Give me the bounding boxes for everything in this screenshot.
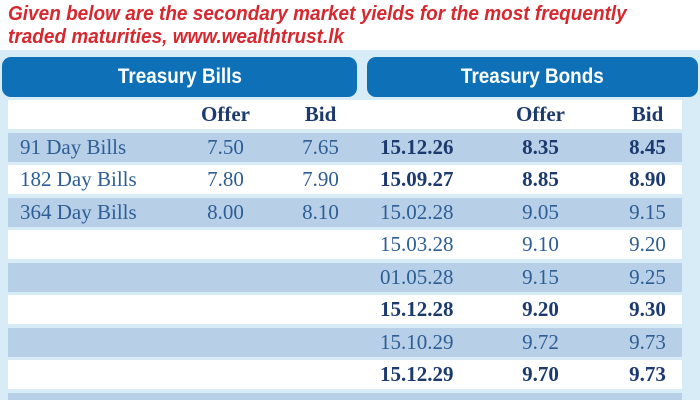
bond-bid-cell: 9.30	[629, 297, 666, 321]
yields-table: Offer Bid Offer Bid 91 Day Bills 7.50 7.…	[8, 100, 682, 393]
bonds-title: Treasury Bonds	[461, 65, 604, 88]
headline-line1: Given below are the secondary market yie…	[8, 3, 627, 25]
bond-offer-cell: 9.10	[522, 232, 559, 256]
bond-offer-cell: 9.05	[522, 199, 559, 224]
bills-bid-header: Bid	[304, 102, 337, 126]
bills-header-bar: Treasury Bills	[2, 57, 357, 97]
bond-bid-cell: 9.15	[629, 199, 666, 224]
bond-offer-cell: 9.72	[522, 329, 559, 354]
table-row: 15.03.28 9.10 9.20	[8, 230, 682, 259]
bond-bid-cell: 9.20	[629, 232, 666, 256]
headline: Given below are the secondary market yie…	[8, 3, 627, 49]
bills-offer-header: Offer	[201, 102, 250, 126]
bill-offer-cell: 7.80	[207, 167, 244, 191]
bond-maturity-cell: 15.02.28	[380, 199, 454, 224]
table-row: 01.05.28 9.15 9.25	[8, 262, 682, 292]
bond-offer-cell: 8.85	[522, 167, 559, 191]
bond-maturity-cell: 15.12.28	[380, 297, 454, 321]
bond-bid-cell: 8.90	[629, 167, 666, 191]
bill-offer-cell: 7.50	[207, 134, 244, 159]
bond-bid-cell: 8.45	[629, 134, 666, 159]
column-header-row: Offer Bid Offer Bid	[8, 100, 682, 129]
bill-bid-cell: 7.65	[302, 134, 339, 159]
bond-offer-cell: 9.15	[522, 264, 559, 289]
bill-bid-cell: 7.90	[302, 167, 339, 191]
bond-maturity-cell: 15.12.29	[380, 362, 454, 386]
bill-offer-cell: 8.00	[207, 199, 244, 224]
bond-offer-cell: 9.20	[522, 297, 559, 321]
bond-maturity-cell: 15.10.29	[380, 329, 454, 354]
bond-bid-cell: 9.25	[629, 264, 666, 289]
bond-maturity-cell: 15.03.28	[380, 232, 454, 256]
table-row: 15.12.28 9.20 9.30	[8, 295, 682, 324]
bond-bid-cell: 9.73	[629, 362, 666, 386]
bill-maturity-cell: 364 Day Bills	[20, 199, 137, 224]
table-row: 15.10.29 9.72 9.73	[8, 327, 682, 357]
bill-maturity-cell: 182 Day Bills	[20, 167, 137, 191]
bond-offer-cell: 9.70	[522, 362, 559, 386]
bond-bid-cell: 9.73	[629, 329, 666, 354]
table-row: 364 Day Bills 8.00 8.10 15.02.28 9.05 9.…	[8, 197, 682, 227]
table-row: 91 Day Bills 7.50 7.65 15.12.26 8.35 8.4…	[8, 132, 682, 162]
bond-offer-cell: 8.35	[522, 134, 559, 159]
bill-bid-cell: 8.10	[302, 199, 339, 224]
table-row: 15.12.29 9.70 9.73	[8, 360, 682, 389]
bonds-header-bar: Treasury Bonds	[367, 57, 698, 97]
yields-panel: Treasury Bills Treasury Bonds Offer Bid …	[0, 50, 700, 400]
bottom-stripe	[8, 392, 682, 400]
headline-line2: traded maturities, www.wealthtrust.lk	[8, 26, 345, 48]
bill-maturity-cell: 91 Day Bills	[20, 134, 127, 159]
table-row: 182 Day Bills 7.80 7.90 15.09.27 8.85 8.…	[8, 165, 682, 194]
bills-title: Treasury Bills	[117, 65, 242, 88]
bonds-offer-header: Offer	[516, 102, 565, 126]
bonds-bid-header: Bid	[631, 102, 664, 126]
bond-maturity-cell: 15.09.27	[380, 167, 454, 191]
bond-maturity-cell: 01.05.28	[380, 264, 454, 289]
bond-maturity-cell: 15.12.26	[380, 134, 454, 159]
